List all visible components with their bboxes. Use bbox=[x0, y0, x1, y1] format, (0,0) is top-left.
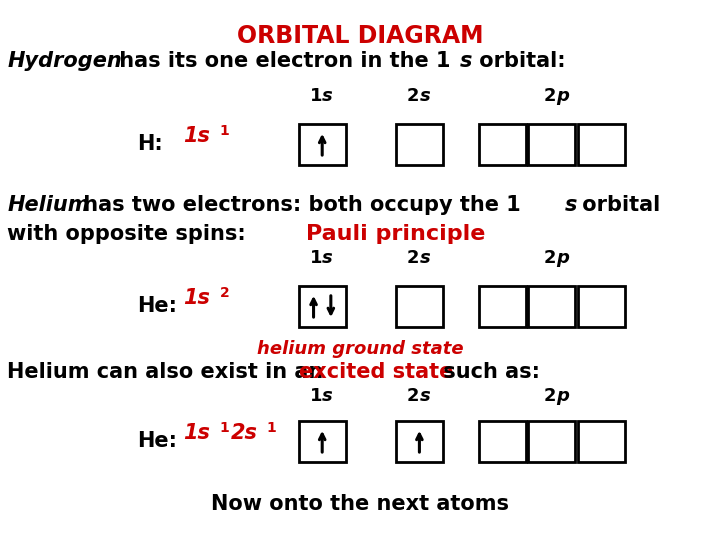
Text: 2s: 2s bbox=[230, 423, 257, 443]
Text: ORBITAL DIAGRAM: ORBITAL DIAGRAM bbox=[237, 24, 483, 48]
Bar bbox=[528, 421, 575, 462]
Text: 2: 2 bbox=[544, 249, 557, 267]
Text: p: p bbox=[557, 87, 569, 105]
Text: s: s bbox=[323, 249, 333, 267]
Text: s: s bbox=[419, 249, 430, 267]
Bar bbox=[396, 421, 443, 462]
Text: excited state: excited state bbox=[299, 362, 453, 382]
Text: has its one electron in the 1: has its one electron in the 1 bbox=[112, 51, 450, 71]
Bar bbox=[299, 286, 346, 327]
Text: Helium can also exist in an: Helium can also exist in an bbox=[7, 362, 330, 382]
Text: with opposite spins:: with opposite spins: bbox=[7, 224, 246, 244]
Text: s: s bbox=[323, 387, 333, 405]
Bar bbox=[578, 286, 625, 327]
Text: p: p bbox=[557, 387, 569, 405]
Text: He:: He: bbox=[137, 431, 177, 451]
Text: 2: 2 bbox=[407, 87, 419, 105]
Text: s: s bbox=[564, 195, 577, 215]
Text: Helium: Helium bbox=[7, 195, 90, 215]
Text: 2: 2 bbox=[407, 387, 419, 405]
Text: has two electrons: both occupy the 1: has two electrons: both occupy the 1 bbox=[76, 195, 521, 215]
Text: 1: 1 bbox=[310, 249, 323, 267]
Text: 2: 2 bbox=[544, 387, 557, 405]
Bar bbox=[396, 286, 443, 327]
Text: 2: 2 bbox=[544, 87, 557, 105]
Text: helium ground state: helium ground state bbox=[257, 340, 463, 358]
Bar bbox=[578, 421, 625, 462]
Bar bbox=[528, 286, 575, 327]
Text: 1: 1 bbox=[220, 124, 230, 138]
Bar bbox=[528, 124, 575, 165]
Text: H:: H: bbox=[137, 134, 163, 154]
Text: Pauli principle: Pauli principle bbox=[306, 224, 486, 244]
Text: 1: 1 bbox=[220, 421, 230, 435]
Bar bbox=[479, 124, 526, 165]
Text: orbital:: orbital: bbox=[472, 51, 565, 71]
Text: 1: 1 bbox=[310, 87, 323, 105]
Bar bbox=[299, 124, 346, 165]
Text: orbital: orbital bbox=[575, 195, 660, 215]
Text: He:: He: bbox=[137, 296, 177, 316]
Bar bbox=[299, 421, 346, 462]
Text: such as:: such as: bbox=[436, 362, 539, 382]
Text: 1s: 1s bbox=[184, 126, 210, 146]
Bar bbox=[578, 124, 625, 165]
Text: 2: 2 bbox=[220, 286, 230, 300]
Text: 1s: 1s bbox=[184, 288, 210, 308]
Bar bbox=[479, 286, 526, 327]
Text: 2: 2 bbox=[407, 249, 419, 267]
Text: Hydrogen: Hydrogen bbox=[7, 51, 122, 71]
Text: p: p bbox=[557, 249, 569, 267]
Text: s: s bbox=[419, 387, 430, 405]
Text: 1: 1 bbox=[266, 421, 276, 435]
Bar bbox=[479, 421, 526, 462]
Text: s: s bbox=[323, 87, 333, 105]
Bar bbox=[396, 124, 443, 165]
Text: s: s bbox=[419, 87, 430, 105]
Text: 1: 1 bbox=[310, 387, 323, 405]
Text: s: s bbox=[459, 51, 472, 71]
Text: Now onto the next atoms: Now onto the next atoms bbox=[211, 494, 509, 514]
Text: 1s: 1s bbox=[184, 423, 210, 443]
